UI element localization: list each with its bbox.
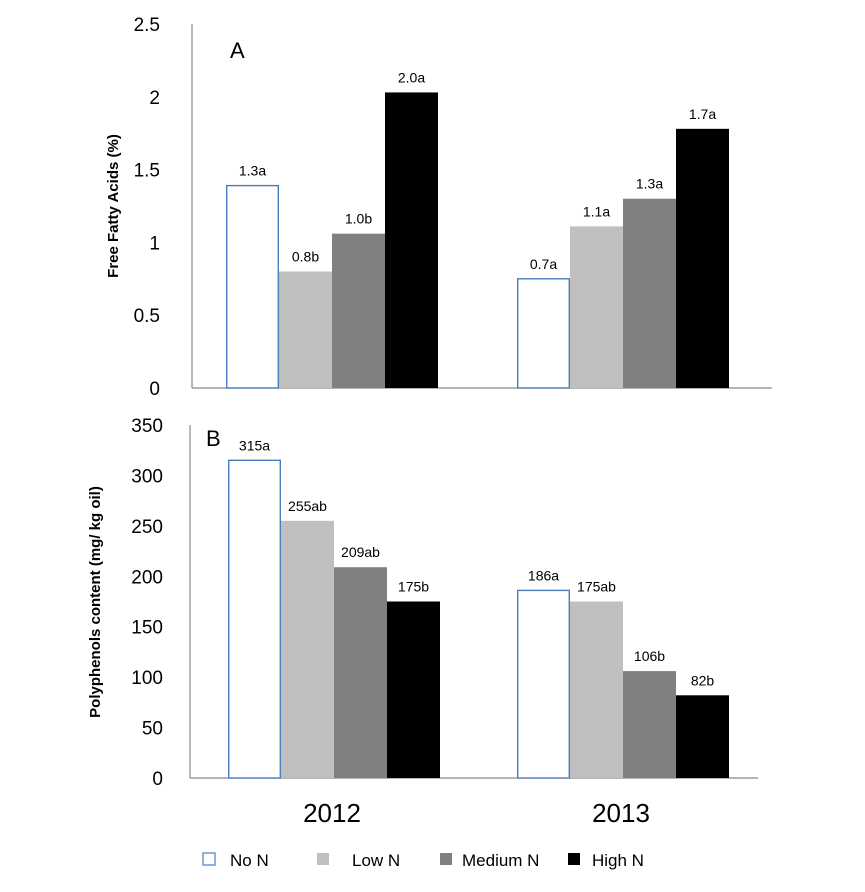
panel-b-ytick-label: 0 bbox=[152, 769, 163, 790]
panel-b-letter: B bbox=[206, 426, 221, 451]
panel-b-bar-2013-low-n bbox=[570, 601, 623, 778]
panel-b-bar-2012-low-n bbox=[281, 520, 334, 778]
panel-a-data-label-2012-high-n: 2.0a bbox=[398, 69, 425, 85]
panel-b-data-label-2012-low-n: 255ab bbox=[288, 498, 327, 514]
panel-a-bar-2012-medium-n bbox=[332, 233, 385, 388]
panel-b-ytick-label: 250 bbox=[131, 517, 163, 538]
panel-b-bar-2013-medium-n bbox=[623, 671, 676, 778]
panel-b-data-label-2012-high-n: 175b bbox=[398, 579, 429, 595]
panel-b-ytick-label: 50 bbox=[142, 719, 163, 740]
panel-a-ytick-label: 0.5 bbox=[134, 306, 160, 327]
panel-a-bar-2012-low-n bbox=[279, 271, 332, 388]
legend-label-medium-n: Medium N bbox=[462, 851, 539, 870]
legend-label-low-n: Low N bbox=[352, 851, 400, 870]
panel-a: A Free Fatty Acids (%) 0 0.5 1 1.5 2 2.5 1.3a… bbox=[105, 15, 772, 400]
panel-b-bar-2012-high-n bbox=[387, 601, 440, 778]
panel-a-bar-2013-medium-n bbox=[623, 198, 676, 388]
panel-b-bar-2013-high-n bbox=[676, 695, 729, 778]
panel-a-data-label-2013-high-n: 1.7a bbox=[689, 106, 716, 122]
panel-a-data-label-2013-no-n: 0.7a bbox=[530, 256, 557, 272]
panel-a-bar-2013-high-n bbox=[676, 128, 729, 388]
panel-b-ytick-label: 100 bbox=[131, 668, 163, 689]
panel-b: B Polyphenols content (mg/ kg oil) 0 50 10… bbox=[87, 416, 758, 790]
panel-b-data-label-2013-no-n: 186a bbox=[528, 567, 559, 583]
panel-b-tick-labels: 0 50 100 150 200 250 300 350 bbox=[131, 416, 163, 790]
panel-b-data-label-2012-no-n: 315a bbox=[239, 437, 270, 453]
legend-swatch-medium-n bbox=[440, 853, 452, 865]
panel-b-ylabel: Polyphenols content (mg/ kg oil) bbox=[87, 486, 104, 718]
legend: No N Low N Medium N High N bbox=[202, 851, 644, 870]
panel-b-ytick-label: 200 bbox=[131, 567, 163, 588]
panel-a-data-labels: 1.3a 0.8b 1.0b 2.0a 0.7a 1.1a 1.3a 1.7a bbox=[239, 69, 716, 271]
panel-a-tick-labels: 0 0.5 1 1.5 2 2.5 bbox=[134, 15, 160, 400]
panel-a-data-label-2012-low-n: 0.8b bbox=[292, 249, 319, 265]
panel-b-ytick-label: 150 bbox=[131, 618, 163, 639]
category-label-2012: 2012 bbox=[303, 798, 361, 828]
panel-a-bar-2012-no-n bbox=[225, 184, 279, 389]
panel-a-letter: A bbox=[230, 38, 245, 63]
panel-a-ytick-label: 1 bbox=[149, 233, 160, 254]
panel-b-bar-2013-no-n bbox=[517, 589, 571, 779]
panel-a-bars bbox=[225, 92, 729, 389]
panel-a-ytick-label: 1.5 bbox=[134, 161, 160, 182]
panel-b-bar-2012-no-n bbox=[227, 459, 281, 779]
panel-b-data-labels: 315a 255ab 209ab 175b 186a 175ab 106b 82b bbox=[239, 437, 714, 688]
panel-b-data-label-2013-low-n: 175ab bbox=[577, 579, 616, 595]
panel-b-ytick-label: 300 bbox=[131, 466, 163, 487]
panel-b-data-label-2012-medium-n: 209ab bbox=[341, 544, 380, 560]
panel-a-ylabel: Free Fatty Acids (%) bbox=[105, 134, 122, 278]
panel-a-data-label-2012-no-n: 1.3a bbox=[239, 163, 266, 179]
legend-swatch-low-n bbox=[317, 853, 329, 865]
panel-a-bar-2013-low-n bbox=[570, 226, 623, 388]
panel-a-data-label-2013-low-n: 1.1a bbox=[583, 203, 610, 219]
panel-a-ytick-label: 0 bbox=[149, 379, 160, 400]
panel-b-data-label-2013-high-n: 82b bbox=[691, 672, 715, 688]
panel-a-ytick-label: 2.5 bbox=[134, 15, 160, 36]
legend-label-no-n: No N bbox=[230, 851, 269, 870]
panel-a-ytick-label: 2 bbox=[149, 88, 160, 109]
panel-a-bar-2012-high-n bbox=[385, 92, 438, 388]
category-label-2013: 2013 bbox=[592, 798, 650, 828]
panel-a-data-label-2012-medium-n: 1.0b bbox=[345, 211, 372, 227]
panel-a-bar-2013-no-n bbox=[517, 278, 571, 389]
panel-b-ytick-label: 350 bbox=[131, 416, 163, 437]
panel-b-data-label-2013-medium-n: 106b bbox=[634, 648, 665, 664]
panel-b-bars bbox=[227, 459, 729, 779]
legend-swatch-no-n bbox=[202, 852, 216, 866]
legend-label-high-n: High N bbox=[592, 851, 644, 870]
legend-swatch-high-n bbox=[568, 853, 580, 865]
panel-a-data-label-2013-medium-n: 1.3a bbox=[636, 176, 663, 192]
panel-b-bar-2012-medium-n bbox=[334, 567, 387, 778]
